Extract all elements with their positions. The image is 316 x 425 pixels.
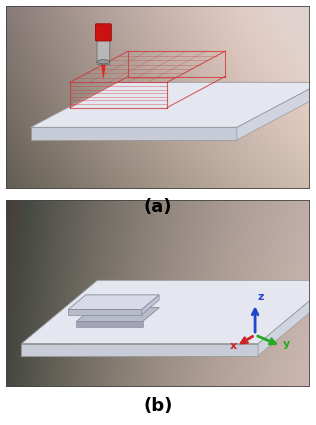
Polygon shape [237, 82, 316, 140]
FancyBboxPatch shape [95, 24, 111, 41]
Text: (a): (a) [144, 198, 172, 215]
Polygon shape [68, 295, 159, 309]
Text: (b): (b) [143, 397, 173, 415]
Text: y: y [283, 339, 290, 349]
Ellipse shape [97, 60, 110, 64]
Polygon shape [76, 308, 159, 321]
FancyBboxPatch shape [97, 40, 110, 65]
Polygon shape [68, 309, 142, 314]
Polygon shape [31, 127, 237, 140]
Polygon shape [76, 321, 143, 327]
Polygon shape [21, 343, 258, 356]
Polygon shape [258, 280, 316, 356]
Polygon shape [31, 82, 316, 127]
Polygon shape [21, 280, 316, 343]
Text: x: x [230, 341, 237, 351]
Polygon shape [101, 64, 106, 79]
Text: z: z [258, 292, 264, 303]
Polygon shape [142, 295, 159, 314]
